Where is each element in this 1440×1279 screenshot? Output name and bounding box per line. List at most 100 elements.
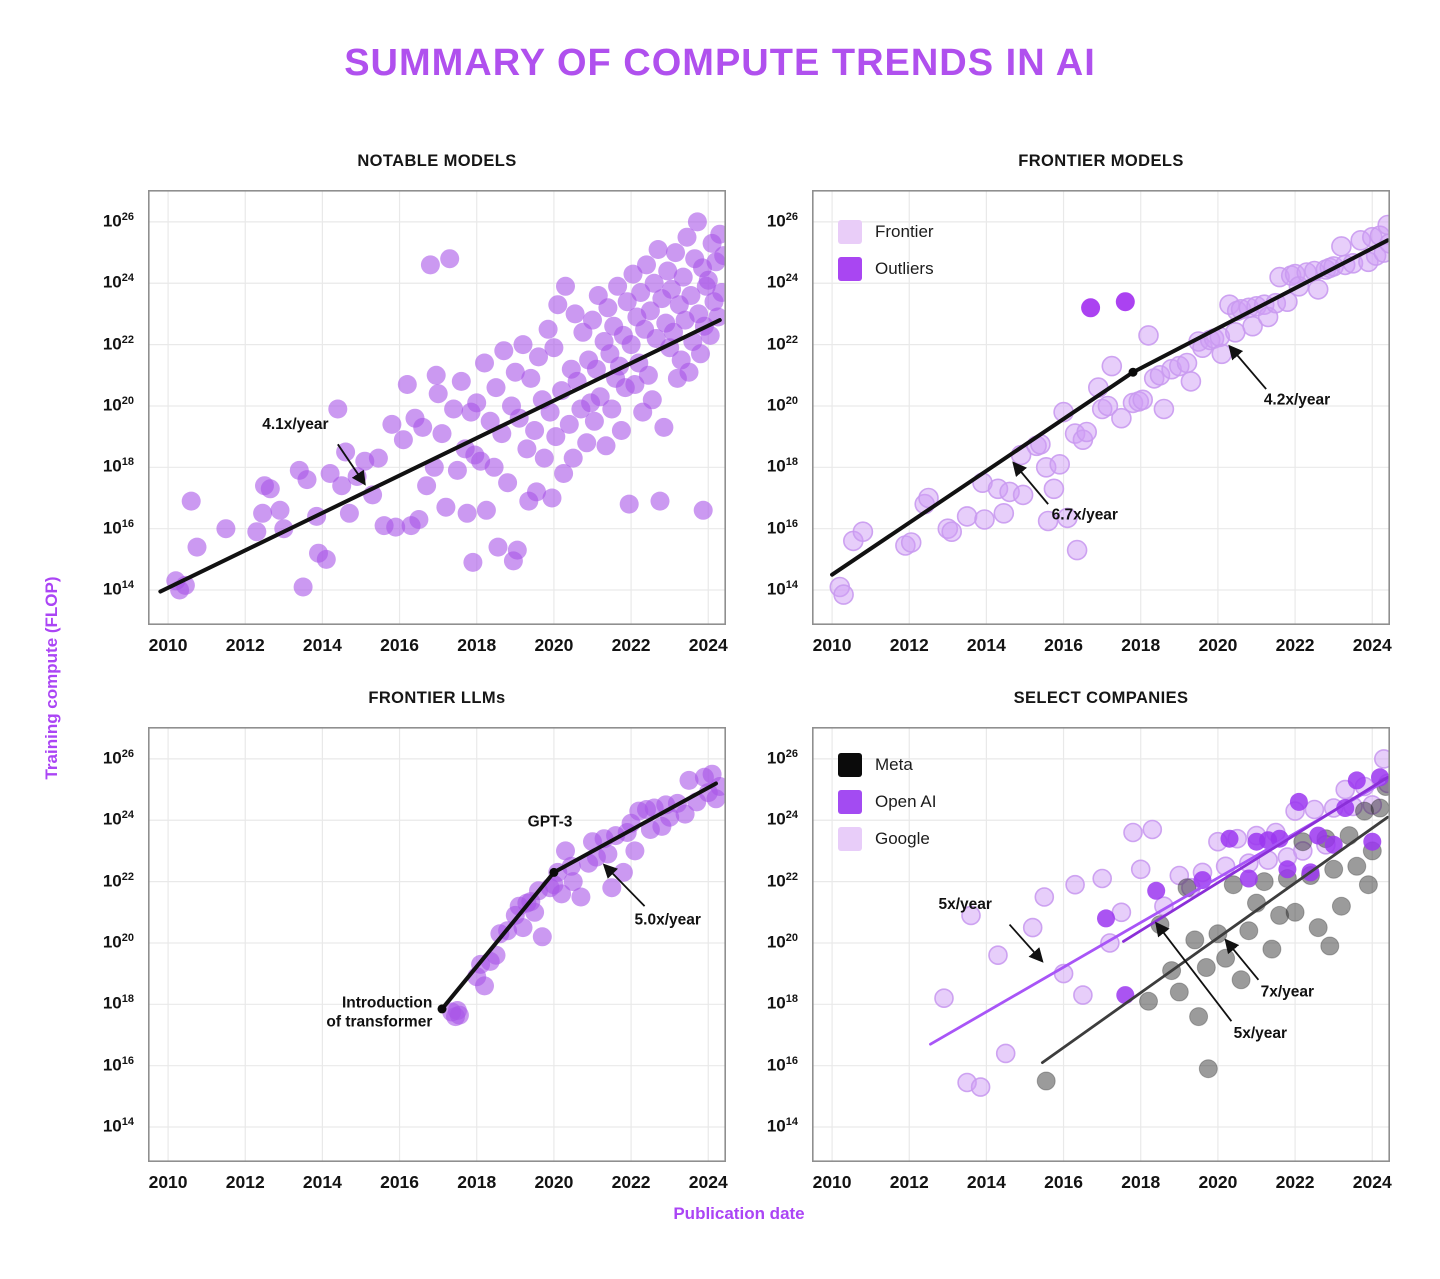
scatter-point bbox=[563, 872, 583, 892]
scatter-point bbox=[1239, 869, 1258, 888]
scatter-point bbox=[664, 322, 683, 342]
scatter-point bbox=[1073, 985, 1093, 1005]
x-tick-label: 2014 bbox=[966, 1172, 1006, 1192]
legend-item: Frontier bbox=[838, 220, 934, 244]
scatter-point bbox=[1285, 902, 1305, 922]
scatter-point bbox=[565, 304, 585, 324]
scatter-point bbox=[1115, 292, 1135, 312]
x-tick-label: 2020 bbox=[534, 635, 574, 655]
scatter-point bbox=[673, 267, 693, 287]
x-tick-label: 2012 bbox=[889, 1172, 929, 1192]
chart-title-select-companies: SELECT COMPANIES bbox=[1013, 689, 1189, 707]
annotation-arrow bbox=[1224, 938, 1260, 981]
scatter-point bbox=[1169, 982, 1189, 1002]
scatter-point bbox=[451, 371, 471, 391]
scatter-point bbox=[662, 279, 682, 299]
scatter-point bbox=[586, 359, 606, 379]
scatter-point bbox=[1308, 918, 1328, 938]
chart-title-frontier-llms: FRONTIER LLMs bbox=[368, 689, 506, 707]
scatter-point bbox=[934, 988, 954, 1009]
scatter-point bbox=[529, 347, 548, 367]
scatter-point bbox=[675, 804, 695, 824]
scatter-point bbox=[619, 494, 639, 514]
scatter-point bbox=[1081, 298, 1101, 318]
x-tick-label: 2010 bbox=[812, 1172, 852, 1192]
scatter-point bbox=[941, 521, 962, 543]
scatter-point bbox=[1065, 874, 1085, 895]
scatter-point bbox=[961, 905, 981, 926]
annotation-text: 5x/year bbox=[938, 896, 991, 913]
scatter-point bbox=[540, 402, 560, 422]
scatter-point bbox=[417, 476, 437, 496]
scatter-point bbox=[426, 365, 446, 385]
x-tick-label: 2024 bbox=[688, 635, 728, 655]
scatter-point bbox=[538, 319, 558, 339]
scatter-point bbox=[1076, 421, 1098, 443]
scatter-point bbox=[513, 918, 533, 938]
legend-swatch bbox=[838, 790, 862, 814]
scatter-point bbox=[598, 298, 618, 318]
y-tick-label: 1016 bbox=[102, 517, 134, 538]
y-tick-label: 1016 bbox=[766, 1054, 798, 1075]
scatter-plot-frontier-llms: GPT-3 5.0x/year Introduction of transformer bbox=[148, 727, 730, 1162]
y-tick-label: 1018 bbox=[766, 993, 798, 1013]
y-tick-label: 1026 bbox=[102, 747, 134, 768]
legend-label: Open AI bbox=[875, 792, 937, 811]
scatter-point bbox=[507, 540, 527, 560]
plot-border bbox=[812, 727, 1391, 1162]
y-tick-label: 1018 bbox=[102, 456, 134, 476]
legend: Frontier Outliers bbox=[838, 220, 934, 294]
scatter-plot-notable-models: 4.1x/year bbox=[148, 190, 734, 625]
scatter-point bbox=[1049, 453, 1070, 475]
y-tick-label: 1018 bbox=[766, 456, 798, 476]
scatter-point bbox=[1347, 856, 1367, 876]
scatter-point bbox=[475, 353, 494, 373]
scatter-point bbox=[1370, 798, 1390, 818]
scatter-point bbox=[577, 433, 597, 453]
scatter-point bbox=[590, 387, 610, 407]
y-tick-label: 1026 bbox=[102, 210, 134, 231]
scatter-point bbox=[1101, 355, 1123, 377]
scatter-point bbox=[1231, 970, 1251, 990]
x-tick-label: 2020 bbox=[1198, 635, 1238, 655]
y-tick-label: 1014 bbox=[102, 579, 134, 599]
y-tick-label: 1022 bbox=[766, 333, 798, 354]
scatter-point bbox=[1331, 896, 1351, 916]
scatter-point bbox=[1153, 398, 1175, 420]
scatter-point bbox=[1358, 875, 1378, 895]
legend-item: Outliers bbox=[838, 257, 934, 281]
scatter-point bbox=[1292, 841, 1313, 861]
x-tick-label: 2022 bbox=[611, 635, 651, 655]
scatter-plot-frontier-models: 6.7x/year 4.2x/year bbox=[812, 190, 1400, 625]
legend-swatch bbox=[838, 220, 862, 244]
scatter-point bbox=[1176, 352, 1198, 374]
trend-kink-dot bbox=[549, 867, 559, 877]
scatter-point bbox=[332, 476, 352, 496]
scatter-plot-select-companies: 5x/year 7x/year 5x/year bbox=[812, 727, 1398, 1162]
scatter-point bbox=[449, 1005, 469, 1025]
chart-canvas: GPT-3 5.0x/year Introduction of transformer bbox=[148, 727, 730, 1162]
scatter-point bbox=[486, 378, 506, 398]
scatter-point bbox=[693, 500, 713, 520]
scatter-point bbox=[475, 976, 494, 996]
scatter-point bbox=[1320, 936, 1340, 956]
scatter-point bbox=[1216, 948, 1236, 968]
scatter-point bbox=[900, 532, 922, 553]
scatter-point bbox=[679, 770, 699, 790]
scatter-point bbox=[993, 502, 1015, 524]
x-tick-label: 2012 bbox=[225, 635, 265, 655]
chart-title-notable-models: NOTABLE MODELS bbox=[357, 152, 517, 170]
scatter-point bbox=[613, 862, 633, 882]
scatter-point bbox=[432, 424, 452, 444]
scatter-point bbox=[556, 841, 575, 861]
y-tick-label: 1022 bbox=[102, 333, 134, 354]
scatter-point bbox=[525, 902, 545, 922]
plot-border bbox=[812, 190, 1391, 625]
scatter-point bbox=[1270, 905, 1290, 925]
scatter-point bbox=[1138, 325, 1159, 346]
scatter-point bbox=[521, 368, 541, 388]
annotation-text: Introduction of transformer bbox=[326, 994, 432, 1030]
x-tick-label: 2010 bbox=[148, 635, 188, 655]
scatter-point bbox=[1111, 407, 1132, 429]
